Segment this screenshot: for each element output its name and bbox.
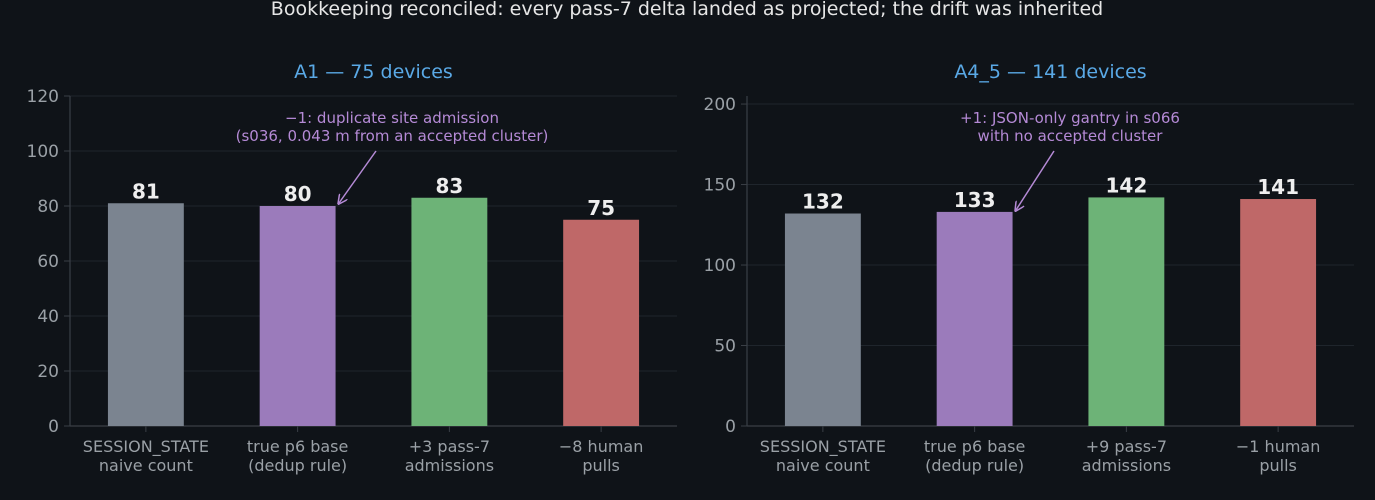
bar-value-label: 81 [132, 179, 160, 203]
bar-value-label: 75 [587, 196, 615, 220]
bar [1088, 197, 1165, 426]
y-tick-label: 100 [704, 256, 736, 276]
y-tick-label: 50 [714, 337, 736, 357]
x-tick-label: true p6 base (dedup rule) [924, 437, 1025, 475]
y-tick-label: 120 [27, 87, 59, 107]
y-tick-label: 20 [37, 362, 59, 382]
bar-value-label: 83 [435, 174, 463, 198]
annotation-text: +1: JSON-only gantry in s066 with no acce… [960, 109, 1180, 145]
y-tick-label: 60 [37, 252, 59, 272]
y-tick-label: 150 [704, 176, 736, 196]
y-tick-label: 40 [37, 307, 59, 327]
bar [1240, 199, 1317, 426]
x-tick-label: SESSION_STATE naive count [83, 437, 209, 475]
y-tick-label: 100 [27, 142, 59, 162]
bar-value-label: 80 [284, 182, 312, 206]
y-tick-label: 0 [725, 417, 736, 437]
x-tick-label: SESSION_STATE naive count [760, 437, 886, 475]
x-tick-label: −8 human pulls [559, 437, 643, 475]
annotation-arrow [1016, 150, 1055, 210]
bar [936, 211, 1013, 426]
bar [259, 206, 336, 426]
bar [107, 203, 184, 426]
panel-title-1: A1 — 75 devices [294, 61, 453, 83]
panel-title-2: A4_5 — 141 devices [954, 61, 1146, 83]
bar-value-label: 141 [1257, 175, 1299, 199]
x-tick-label: −1 human pulls [1236, 437, 1320, 475]
bar [563, 219, 640, 426]
x-tick-label: +9 pass-7 admissions [1082, 437, 1171, 475]
x-tick-label: +3 pass-7 admissions [405, 437, 494, 475]
figure-title: Bookkeeping reconciled: every pass-7 del… [271, 0, 1103, 20]
annotation-arrow [339, 150, 377, 203]
y-tick-label: 200 [704, 95, 736, 115]
bar [784, 213, 861, 426]
y-tick-label: 80 [37, 197, 59, 217]
annotation-text: −1: duplicate site admission (s036, 0.043… [236, 109, 549, 145]
bar [411, 197, 488, 426]
y-tick-label: 0 [48, 417, 59, 437]
bar-value-label: 142 [1106, 173, 1148, 197]
bar-value-label: 133 [954, 188, 996, 212]
bar-value-label: 132 [802, 190, 844, 214]
x-tick-label: true p6 base (dedup rule) [247, 437, 348, 475]
